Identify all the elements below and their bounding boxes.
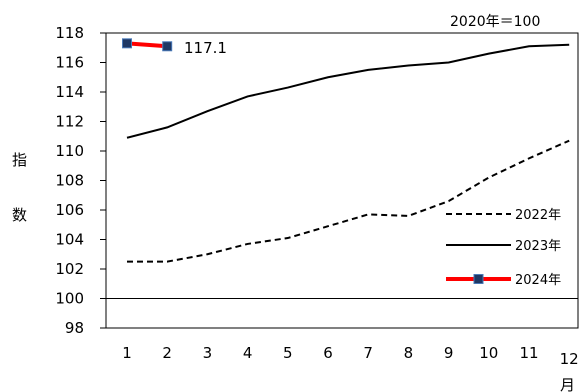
x-tick-label: 7 xyxy=(363,344,373,362)
y-tick-label: 110 xyxy=(55,142,84,160)
series-line-2023年 xyxy=(126,43,570,139)
series-line-2024 xyxy=(126,41,168,49)
y-axis-label-char-2: 数 xyxy=(12,206,27,224)
legend-label: 2024年 xyxy=(515,273,561,288)
x-tick-label: 5 xyxy=(283,344,293,362)
x-tick-label: 10 xyxy=(479,344,498,362)
plot-area xyxy=(105,32,579,329)
y-axis-label-char-1: 指 xyxy=(12,151,27,169)
y-tick-label: 114 xyxy=(55,83,84,101)
x-tick-label: 8 xyxy=(404,344,414,362)
y-tick-label: 98 xyxy=(65,319,84,337)
x-tick-label: 11 xyxy=(519,344,538,362)
x-tick-label: 3 xyxy=(203,344,213,362)
y-tick-label: 100 xyxy=(55,290,84,308)
plot-border xyxy=(105,32,579,329)
legend: 2022年 2023年 2024年 xyxy=(446,208,561,288)
y-tick-label: 102 xyxy=(55,260,84,278)
legend-marker xyxy=(473,274,484,284)
data-label-2024: 117.1 xyxy=(184,39,227,57)
x-tick-label: 4 xyxy=(243,344,253,362)
base-year-note: 2020年＝100 xyxy=(450,14,540,30)
x-tick-label: 12 xyxy=(560,350,579,368)
y-tick-label: 118 xyxy=(55,24,84,42)
y-tick-label: 106 xyxy=(55,201,84,219)
x-tick-label: 1 xyxy=(122,344,132,362)
series-point-2024 xyxy=(162,41,173,52)
x-tick-label: 6 xyxy=(323,344,333,362)
x-axis-ticks: 1 2 3 4 5 6 7 8 9 10 11 12 xyxy=(122,344,579,368)
series-line-2022年 xyxy=(127,139,570,263)
series-layer xyxy=(122,38,570,263)
y-tick-label: 108 xyxy=(55,172,84,190)
legend-label: 2022年 xyxy=(515,208,561,223)
y-tick-label: 116 xyxy=(55,54,84,72)
y-axis-ticks: 98 100 102 104 106 108 110 112 114 116 118 xyxy=(55,24,106,337)
x-tick-label: 2 xyxy=(162,344,172,362)
legend-label: 2023年 xyxy=(515,239,561,254)
y-tick-label: 112 xyxy=(55,113,84,131)
y-tick-label: 104 xyxy=(55,231,84,249)
series-point-2024 xyxy=(122,38,132,49)
x-tick-label: 9 xyxy=(444,344,454,362)
x-axis-unit: 月 xyxy=(560,376,575,392)
